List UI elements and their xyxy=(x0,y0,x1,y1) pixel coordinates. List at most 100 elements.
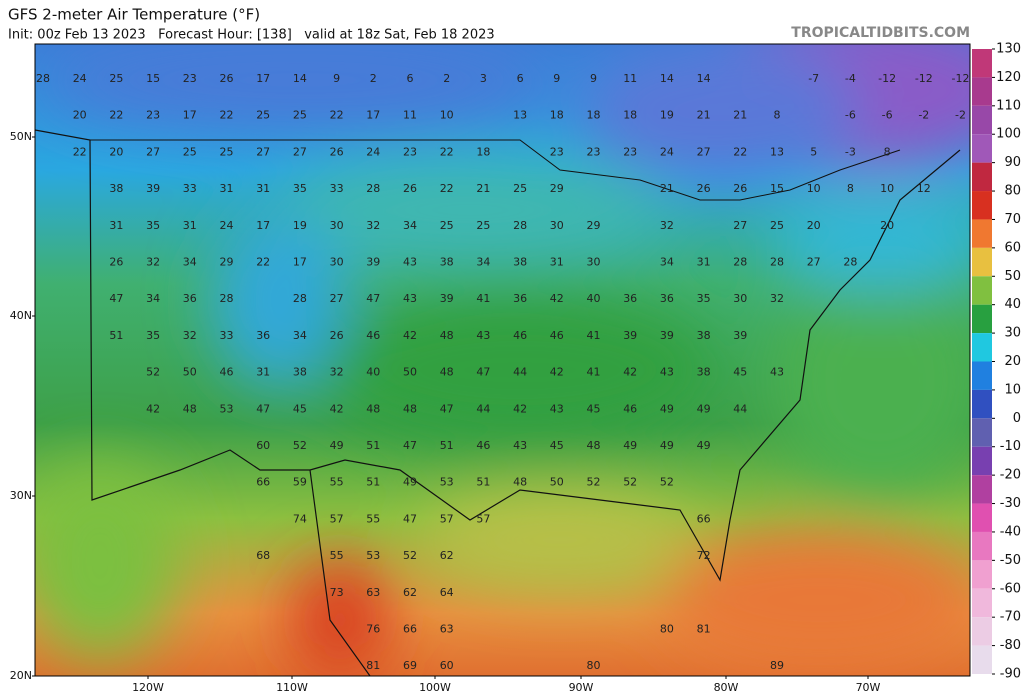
longitude-label: 100W xyxy=(419,681,451,694)
colorbar-segment xyxy=(972,191,992,220)
temperature-label: 30 xyxy=(330,219,344,232)
temperature-label: 52 xyxy=(623,476,637,489)
temperature-label: 80 xyxy=(660,623,674,636)
colorbar-segment xyxy=(972,304,992,334)
temperature-label: 34 xyxy=(403,219,417,232)
temperature-label: 20 xyxy=(73,109,87,122)
temperature-label: 19 xyxy=(660,109,674,122)
temperature-label: 23 xyxy=(550,145,564,158)
temperature-label: 47 xyxy=(256,402,270,415)
temperature-label: 34 xyxy=(146,292,160,305)
temperature-label: 47 xyxy=(366,292,380,305)
temperature-label: 22 xyxy=(73,145,87,158)
temperature-label: 27 xyxy=(146,145,160,158)
temperature-label: 29 xyxy=(550,182,564,195)
temperature-label: 50 xyxy=(183,366,197,379)
temperature-label: 34 xyxy=(660,256,674,269)
temperature-label: -7 xyxy=(808,72,819,85)
temperature-label: -12 xyxy=(952,72,970,85)
temperature-label: 39 xyxy=(733,329,747,342)
temperature-label: 73 xyxy=(330,586,344,599)
temperature-label: 31 xyxy=(256,182,270,195)
temperature-label: 64 xyxy=(440,586,454,599)
temperature-label: 27 xyxy=(256,145,270,158)
longitude-label: 80W xyxy=(714,681,739,694)
colorbar-label: 110 xyxy=(996,98,1021,113)
temperature-label: 45 xyxy=(587,402,601,415)
temperature-label: 48 xyxy=(403,402,417,415)
temperature-label: 6 xyxy=(517,72,524,85)
temperature-label: 43 xyxy=(403,256,417,269)
temperature-label: 48 xyxy=(183,402,197,415)
temperature-label: 30 xyxy=(733,292,747,305)
temperature-label: 81 xyxy=(697,623,711,636)
temperature-label: 46 xyxy=(550,329,564,342)
temperature-label: 8 xyxy=(847,182,854,195)
temperature-label: 18 xyxy=(476,145,490,158)
temperature-label: 66 xyxy=(256,476,270,489)
temperature-label: 52 xyxy=(587,476,601,489)
temperature-label: 32 xyxy=(146,256,160,269)
temperature-label: 33 xyxy=(330,182,344,195)
temperature-label: 51 xyxy=(109,329,123,342)
temperature-label: 36 xyxy=(183,292,197,305)
temperature-label: 27 xyxy=(733,219,747,232)
temperature-label: 32 xyxy=(183,329,197,342)
temperature-label: 11 xyxy=(623,72,637,85)
temperature-label: 20 xyxy=(807,219,821,232)
temperature-label: 46 xyxy=(366,329,380,342)
temperature-label: 28 xyxy=(36,72,50,85)
temperature-label: 51 xyxy=(476,476,490,489)
temperature-label: 52 xyxy=(403,549,417,562)
colorbar-segment xyxy=(972,588,992,618)
temperature-label: 22 xyxy=(220,109,234,122)
temperature-label: 32 xyxy=(366,219,380,232)
colorbar-label: 20 xyxy=(1004,354,1021,369)
temperature-label: 39 xyxy=(660,329,674,342)
temperature-label: 38 xyxy=(109,182,123,195)
temperature-label: 53 xyxy=(220,402,234,415)
temperature-label: 27 xyxy=(293,145,307,158)
temperature-label: 25 xyxy=(220,145,234,158)
temperature-label: 21 xyxy=(476,182,490,195)
colorbar-label: 120 xyxy=(996,70,1021,85)
longitude-label: 120W xyxy=(132,681,164,694)
temperature-label: 38 xyxy=(293,366,307,379)
temperature-label: 38 xyxy=(697,329,711,342)
temperature-label: 18 xyxy=(587,109,601,122)
temperature-label: 39 xyxy=(146,182,160,195)
border xyxy=(90,139,901,201)
temperature-label: 18 xyxy=(550,109,564,122)
longitude-label: 90W xyxy=(569,681,594,694)
temperature-label: 10 xyxy=(807,182,821,195)
temperature-label: 48 xyxy=(587,439,601,452)
temperature-label: 24 xyxy=(366,145,380,158)
temperature-label: 34 xyxy=(293,329,307,342)
temperature-label: 22 xyxy=(440,182,454,195)
temperature-label: 48 xyxy=(440,366,454,379)
temperature-label: 21 xyxy=(697,109,711,122)
temperature-label: 34 xyxy=(476,256,490,269)
temperature-label: 26 xyxy=(330,329,344,342)
temperature-label: 25 xyxy=(293,109,307,122)
temperature-label: 41 xyxy=(476,292,490,305)
temperature-label: 35 xyxy=(293,182,307,195)
latitude-label: 50N xyxy=(10,130,32,143)
temperature-label: 25 xyxy=(183,145,197,158)
colorbar-label: -70 xyxy=(1000,610,1021,625)
latitude-label: 40N xyxy=(10,309,32,322)
temperature-label: 28 xyxy=(220,292,234,305)
temperature-label: 52 xyxy=(146,366,160,379)
temperature-label: 9 xyxy=(590,72,597,85)
temperature-label: 17 xyxy=(256,219,270,232)
colorbar-segment xyxy=(972,219,992,248)
temperature-label: 49 xyxy=(660,439,674,452)
colorbar-label: 100 xyxy=(996,127,1021,142)
temperature-label: 5 xyxy=(810,145,817,158)
colorbar-segment xyxy=(972,247,992,277)
temperature-label: -3 xyxy=(845,145,856,158)
temperature-label: 23 xyxy=(403,145,417,158)
temperature-label: -4 xyxy=(845,72,856,85)
temperature-label: 47 xyxy=(403,439,417,452)
colorbar-segment xyxy=(972,333,992,362)
